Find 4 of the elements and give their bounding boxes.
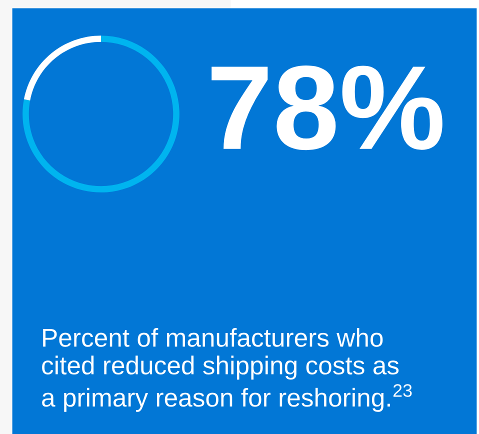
text: Percent of manufacturers who cited reduced shipping costs as a primary reason for reshoring.$^{23}$: [42, 328, 412, 412]
chart-title: 78%: [212, 65, 442, 150]
donut-slice: [22, 36, 180, 192]
donut-slice: [24, 36, 101, 100]
